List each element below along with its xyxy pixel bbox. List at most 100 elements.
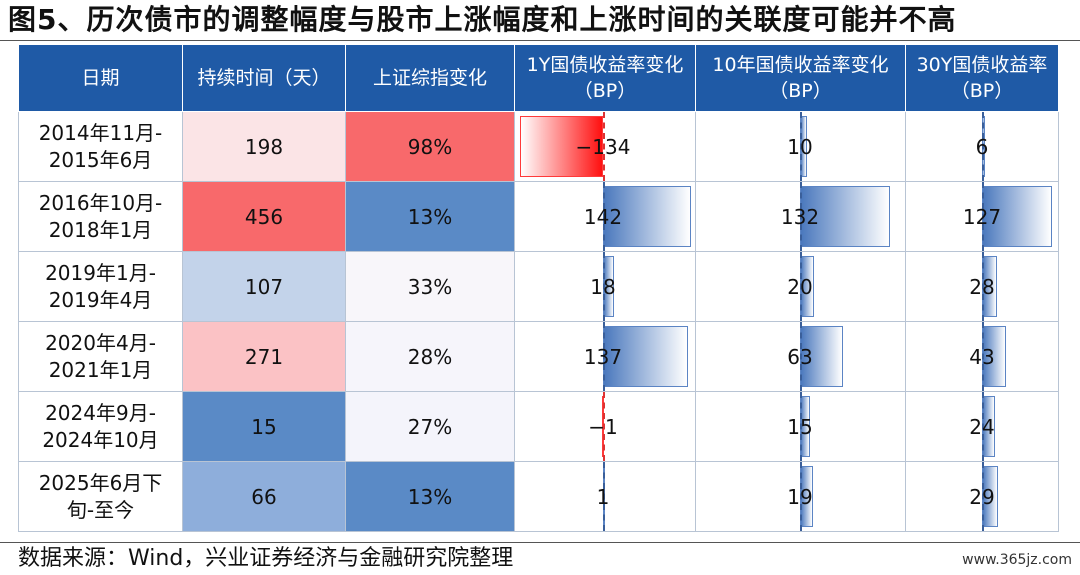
yield-y1-cell: −134	[514, 111, 696, 182]
zero-axis-line	[603, 322, 605, 391]
yield-bar	[519, 116, 603, 177]
table-row: 2020年4月- 2021年1月 271 28% 137 63 43	[18, 321, 1059, 392]
index-change-cell: 33%	[345, 251, 515, 322]
yield-value-label: 43	[969, 344, 995, 369]
date-line: 2021年1月	[48, 357, 153, 382]
index-change-cell: 98%	[345, 111, 515, 182]
yield-value-label: 137	[583, 344, 623, 369]
zero-axis-line	[800, 392, 802, 461]
yield-value-label: 63	[787, 344, 813, 369]
zero-axis-line	[982, 252, 984, 321]
table-row: 2024年9月- 2024年10月 15 27% −1 15 24	[18, 391, 1059, 462]
zero-axis-line	[982, 322, 984, 391]
chart-title: 图5、历次债市的调整幅度与股市上涨幅度和上涨时间的关联度可能并不高	[8, 3, 957, 36]
table-row: 2025年6月下 旬-至今 66 13% 1 19 29	[18, 461, 1059, 532]
zero-axis-line	[800, 322, 802, 391]
header-days: 持续时间（天）	[182, 44, 346, 112]
date-cell: 2014年11月- 2015年6月	[18, 111, 183, 182]
date-line: 2024年10月	[42, 427, 159, 452]
yield-bar	[982, 186, 1052, 247]
zero-axis-line	[800, 252, 802, 321]
days-cell: 271	[182, 321, 346, 392]
yield-y10-cell: 63	[695, 321, 906, 392]
footer-divider	[0, 542, 1080, 543]
days-cell: 456	[182, 181, 346, 252]
index-change-cell: 13%	[345, 461, 515, 532]
watermark: www.365jz.com	[962, 552, 1072, 568]
yield-value-label: 20	[787, 274, 813, 299]
date-cell: 2016年10月- 2018年1月	[18, 181, 183, 252]
yield-bar	[603, 326, 688, 387]
date-line: 2019年4月	[48, 287, 153, 312]
table-row: 2016年10月- 2018年1月 456 13% 142 132 127	[18, 181, 1059, 252]
table-row: 2014年11月- 2015年6月 198 98% −134 10 6	[18, 111, 1059, 182]
date-cell: 2019年1月- 2019年4月	[18, 251, 183, 322]
title-divider	[0, 40, 1080, 41]
zero-axis-line	[982, 392, 984, 461]
yield-value-label: 142	[583, 204, 623, 229]
date-line: 旬-至今	[66, 497, 135, 522]
date-line: 2018年1月	[48, 217, 153, 242]
date-cell: 2024年9月- 2024年10月	[18, 391, 183, 462]
yield-y10-cell: 10	[695, 111, 906, 182]
date-line: 2025年6月下	[38, 470, 163, 495]
date-cell: 2025年6月下 旬-至今	[18, 461, 183, 532]
yield-value-label: 24	[969, 414, 995, 439]
yield-value-label: 15	[787, 414, 813, 439]
date-line: 2014年11月-	[38, 120, 163, 145]
index-change-cell: 28%	[345, 321, 515, 392]
yield-y30-cell: 43	[905, 321, 1059, 392]
yield-y1-cell: −1	[514, 391, 696, 462]
table-row: 2019年1月- 2019年4月 107 33% 18 20 28	[18, 251, 1059, 322]
yield-value-label: 29	[969, 484, 995, 509]
yield-bar	[800, 326, 843, 387]
yield-y30-cell: 127	[905, 181, 1059, 252]
days-cell: 66	[182, 461, 346, 532]
source-note: 数据来源：Wind，兴业证券经济与金融研究院整理	[18, 546, 514, 571]
zero-axis-line	[982, 462, 984, 531]
zero-axis-line	[603, 182, 605, 251]
yield-value-label: −1	[588, 414, 618, 439]
header-30y-yield: 30Y国债收益率（BP）	[905, 44, 1059, 112]
date-line: 2020年4月-	[45, 330, 156, 355]
date-line: 2019年1月-	[45, 260, 156, 285]
yield-value-label: 132	[780, 204, 820, 229]
yield-value-label: 127	[962, 204, 1002, 229]
zero-axis-line	[800, 182, 802, 251]
yield-value-label: 18	[590, 274, 616, 299]
yield-value-label: 28	[969, 274, 995, 299]
yield-y10-cell: 15	[695, 391, 906, 462]
yield-y1-cell: 142	[514, 181, 696, 252]
days-cell: 107	[182, 251, 346, 322]
header-date: 日期	[18, 44, 183, 112]
header-10y-yield: 10年国债收益率变化（BP）	[695, 44, 906, 112]
date-line: 2024年9月-	[45, 400, 156, 425]
yield-value-label: 6	[975, 134, 989, 159]
date-cell: 2020年4月- 2021年1月	[18, 321, 183, 392]
yield-y30-cell: 28	[905, 251, 1059, 322]
yield-y1-cell: 137	[514, 321, 696, 392]
yield-value-label: −134	[575, 134, 631, 159]
zero-axis-line	[800, 462, 802, 531]
zero-axis-line	[800, 112, 802, 181]
days-cell: 198	[182, 111, 346, 182]
zero-axis-line	[982, 182, 984, 251]
days-cell: 15	[182, 391, 346, 462]
date-line: 2016年10月-	[38, 190, 163, 215]
yield-value-label: 10	[787, 134, 813, 159]
date-line: 2015年6月	[48, 147, 153, 172]
data-table: 日期 持续时间（天） 上证综指变化 1Y国债收益率变化（BP） 10年国债收益率…	[18, 44, 1059, 540]
header-index-change: 上证综指变化	[345, 44, 515, 112]
zero-axis-line	[603, 392, 605, 461]
yield-y10-cell: 132	[695, 181, 906, 252]
yield-y30-cell: 24	[905, 391, 1059, 462]
zero-axis-line	[603, 112, 605, 181]
header-row: 日期 持续时间（天） 上证综指变化 1Y国债收益率变化（BP） 10年国债收益率…	[18, 44, 1059, 112]
yield-value-label: 19	[787, 484, 813, 509]
zero-axis-line	[603, 252, 605, 321]
yield-y30-cell: 29	[905, 461, 1059, 532]
yield-y10-cell: 19	[695, 461, 906, 532]
yield-y30-cell: 6	[905, 111, 1059, 182]
index-change-cell: 13%	[345, 181, 515, 252]
header-1y-yield: 1Y国债收益率变化（BP）	[514, 44, 696, 112]
